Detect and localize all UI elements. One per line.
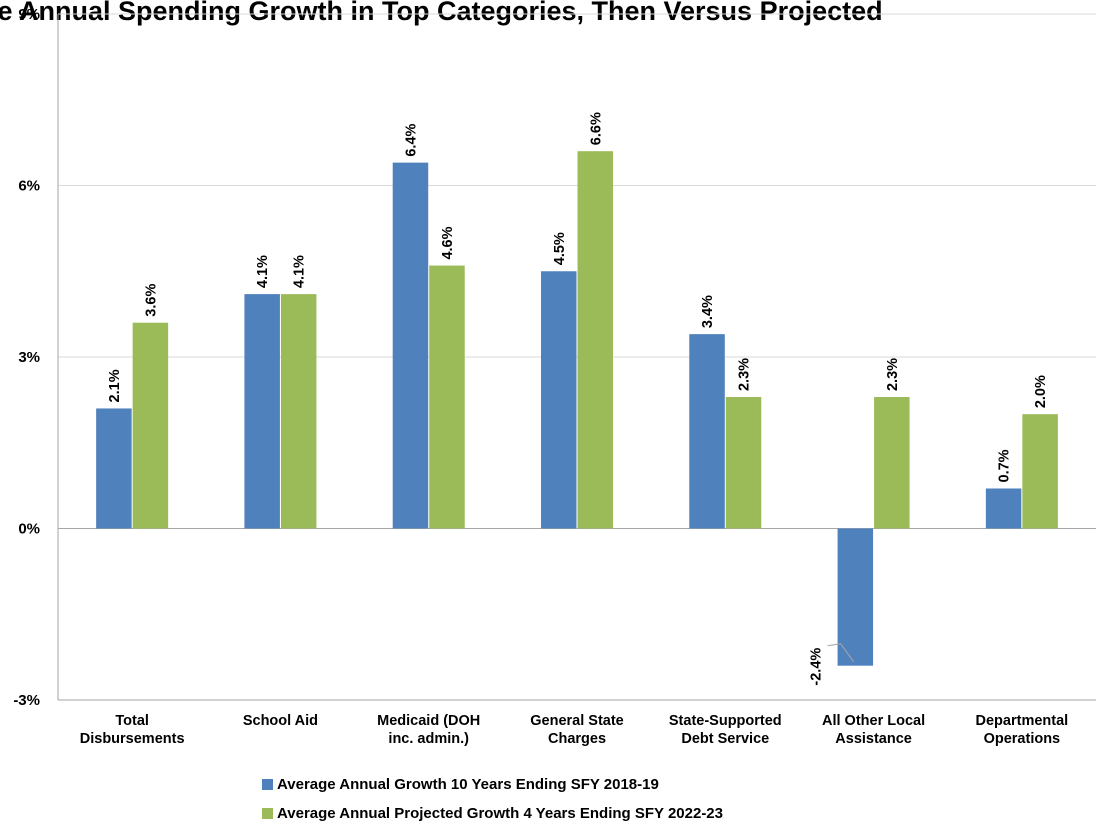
chart-title: …ge Annual Spending Growth in Top Catego…: [0, 0, 883, 26]
bar-series-1: [244, 294, 280, 529]
legend: Average Annual Growth 10 Years Ending SF…: [262, 770, 723, 828]
bar-series-1: [985, 488, 1022, 529]
data-label: 6.6%: [588, 112, 604, 145]
y-tick-label: -3%: [13, 692, 40, 709]
bar-series-2: [577, 151, 613, 529]
bar-series-2: [874, 397, 910, 529]
legend-label-series-2: Average Annual Projected Growth 4 Years …: [277, 805, 723, 822]
bar-series-1: [96, 408, 132, 529]
legend-item-series-1: Average Annual Growth 10 Years Ending SF…: [262, 770, 723, 799]
category-label: Charges: [548, 731, 606, 747]
category-label: State-Supported: [669, 713, 782, 729]
y-tick-label: 9%: [18, 6, 40, 23]
data-label: 4.1%: [255, 255, 271, 288]
category-label: All Other Local: [822, 713, 925, 729]
y-tick-label: 0%: [18, 521, 40, 538]
data-labels: 2.1% 3.6% 4.1% 4.1% 6.4% 4.6% 4.5% 6.6% 3.4% 2.3%…: [107, 112, 1049, 686]
category-labels: Total Disbursements School Aid Medicaid (DO…: [80, 713, 1068, 747]
category-label: Disbursements: [80, 731, 185, 747]
category-label: Debt Service: [681, 731, 769, 747]
legend-item-series-2: Average Annual Projected Growth 4 Years …: [262, 799, 723, 828]
bar-series-2: [280, 294, 317, 529]
y-tick-label: 6%: [18, 178, 40, 195]
data-label: 0.7%: [997, 449, 1013, 482]
data-label: 3.4%: [700, 295, 716, 328]
data-label: 2.1%: [107, 369, 123, 402]
category-label: Total: [115, 713, 149, 729]
category-label: Assistance: [835, 731, 912, 747]
data-label: -2.4%: [809, 648, 825, 686]
bar-series-1: [541, 271, 577, 529]
data-label: 4.1%: [292, 255, 308, 288]
data-label: 2.0%: [1033, 375, 1049, 408]
category-label: School Aid: [243, 713, 318, 729]
data-label: 2.3%: [737, 358, 753, 391]
data-label: 6.4%: [403, 123, 419, 156]
category-label: General State: [530, 713, 624, 729]
legend-swatch-series-2: [262, 808, 273, 819]
bar-series-2: [725, 397, 762, 529]
bar-series-2: [429, 265, 465, 529]
bar-series-1: [689, 334, 725, 529]
data-label: 2.3%: [885, 358, 901, 391]
legend-swatch-series-1: [262, 779, 273, 790]
leader-line: [827, 643, 854, 662]
bar-series-2: [1022, 414, 1058, 529]
bar-series-1: [392, 162, 429, 529]
bar-series-2: [132, 322, 169, 529]
category-label: inc. admin.): [388, 731, 469, 747]
legend-label-series-1: Average Annual Growth 10 Years Ending SF…: [277, 776, 659, 793]
data-label: 4.6%: [440, 226, 456, 259]
y-tick-label: 3%: [18, 349, 40, 366]
category-label: Operations: [984, 731, 1061, 747]
category-label: Medicaid (DOH: [377, 713, 480, 729]
category-label: Departmental: [976, 713, 1069, 729]
data-label: 4.5%: [552, 232, 568, 265]
axes: -3% 0% 3% 6% 9%: [13, 6, 1096, 709]
gridlines: [58, 13, 1096, 358]
bar-series-1: [837, 528, 874, 666]
data-label: 3.6%: [143, 284, 159, 317]
bars: [96, 151, 1058, 666]
